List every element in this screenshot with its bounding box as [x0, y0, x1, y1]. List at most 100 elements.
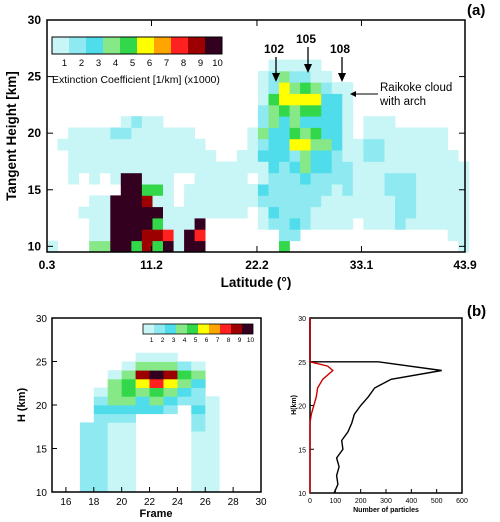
heatmap-cell: [384, 184, 396, 196]
heatmap-cell: [257, 184, 269, 196]
heatmap-cell: [289, 82, 301, 94]
heatmap-cell: [321, 195, 333, 208]
panel-a-colorbar-label: Extinction Coefficient [1/km] (x1000): [52, 74, 220, 86]
heatmap-cell: [458, 172, 470, 185]
y-axis-label: H(km): [291, 395, 298, 415]
heatmap-cell: [163, 229, 174, 242]
heatmap-cell: [173, 218, 185, 230]
heatmap-cell: [279, 195, 290, 208]
heatmap-cell: [257, 138, 269, 151]
heatmap-cell: [107, 370, 122, 380]
heatmap-cell: [120, 195, 132, 208]
heatmap-cell: [135, 396, 150, 406]
heatmap-cell: [184, 184, 195, 196]
heatmap-cell: [121, 448, 136, 458]
heatmap-cell: [121, 413, 136, 423]
heatmap-cell: [447, 229, 459, 242]
heatmap-cell: [141, 116, 153, 128]
panel-b-right-lines: [309, 318, 442, 494]
heatmap-cell: [107, 474, 122, 484]
heatmap-cell: [215, 161, 227, 174]
heatmap-cell: [405, 195, 417, 208]
x-tick-label: 600: [456, 498, 468, 505]
heatmap-cell: [173, 161, 185, 174]
heatmap-cell: [405, 206, 417, 219]
heatmap-cell: [93, 465, 109, 475]
heatmap-cell: [426, 195, 438, 208]
heatmap-cell: [458, 229, 470, 242]
heatmap-cell: [363, 127, 375, 140]
heatmap-cell: [373, 218, 385, 230]
heatmap-cell: [458, 195, 470, 208]
heatmap-cell: [437, 195, 449, 208]
heatmap-cell: [268, 172, 280, 185]
heatmap-cell: [110, 161, 122, 174]
heatmap-cell: [321, 82, 333, 94]
heatmap-cell: [416, 150, 427, 162]
heatmap-cell: [78, 161, 90, 174]
heatmap-cell: [205, 150, 217, 162]
heatmap-cell: [110, 127, 122, 140]
heatmap-cell: [184, 150, 195, 162]
colorbar-swatch: [86, 37, 103, 54]
heatmap-cell: [149, 378, 164, 388]
heatmap-cell: [447, 172, 459, 185]
heatmap-cell: [99, 127, 111, 140]
heatmap-cell: [321, 93, 333, 106]
y-tick-label: 15: [36, 445, 48, 456]
colorbar-tick-label: 6: [205, 337, 209, 344]
heatmap-cell: [310, 161, 322, 174]
heatmap-cell: [426, 138, 438, 151]
heatmap-cell: [131, 206, 143, 219]
heatmap-cell: [289, 127, 301, 140]
heatmap-cell: [194, 138, 206, 151]
heatmap-cell: [205, 422, 220, 432]
heatmap-cell: [121, 465, 136, 475]
heatmap-cell: [279, 161, 290, 174]
heatmap-cell: [89, 195, 101, 208]
y-tick-label: 10: [36, 488, 48, 499]
colorbar-tick-label: 1: [150, 337, 154, 344]
heatmap-cell: [268, 93, 280, 106]
panel-b-right-plot-frame: [309, 317, 463, 494]
heatmap-cell: [416, 195, 427, 208]
heatmap-cell: [352, 172, 364, 185]
heatmap-cell: [141, 161, 153, 174]
heatmap-cell: [141, 218, 153, 230]
heatmap-cell: [405, 161, 417, 174]
heatmap-cell: [163, 195, 174, 208]
heatmap-cell: [342, 116, 354, 128]
heatmap-cell: [110, 195, 122, 208]
heatmap-cell: [437, 138, 449, 151]
colorbar-swatch: [209, 324, 220, 334]
heatmap-cell: [352, 138, 364, 151]
heatmap-cell: [135, 378, 150, 388]
colorbar-border: [51, 36, 223, 55]
y-tick-label: 20: [298, 404, 306, 411]
heatmap-cell: [289, 116, 301, 128]
colorbar-tick-label: 5: [130, 58, 135, 69]
heatmap-cell: [257, 206, 269, 219]
heatmap-cell: [215, 172, 227, 185]
heatmap-cell: [79, 483, 95, 493]
heatmap-cell: [279, 184, 290, 196]
heatmap-cell: [121, 370, 136, 380]
heatmap-cell: [191, 465, 206, 475]
heatmap-cell: [99, 161, 111, 174]
heatmap-cell: [163, 361, 178, 371]
heatmap-cell: [437, 172, 449, 185]
heatmap-cell: [300, 127, 311, 140]
heatmap-cell: [257, 116, 269, 128]
heatmap-cell: [405, 138, 417, 151]
heatmap-cell: [131, 161, 143, 174]
heatmap-cell: [226, 206, 238, 219]
heatmap-cell: [93, 431, 109, 441]
heatmap-cell: [194, 150, 206, 162]
heatmap-cell: [416, 206, 427, 219]
heatmap-cell: [107, 387, 122, 397]
heatmap-cell: [205, 431, 220, 441]
heatmap-cell: [163, 396, 178, 406]
heatmap-cell: [121, 396, 136, 406]
heatmap-cell: [93, 483, 109, 493]
heatmap-cell: [289, 206, 301, 219]
